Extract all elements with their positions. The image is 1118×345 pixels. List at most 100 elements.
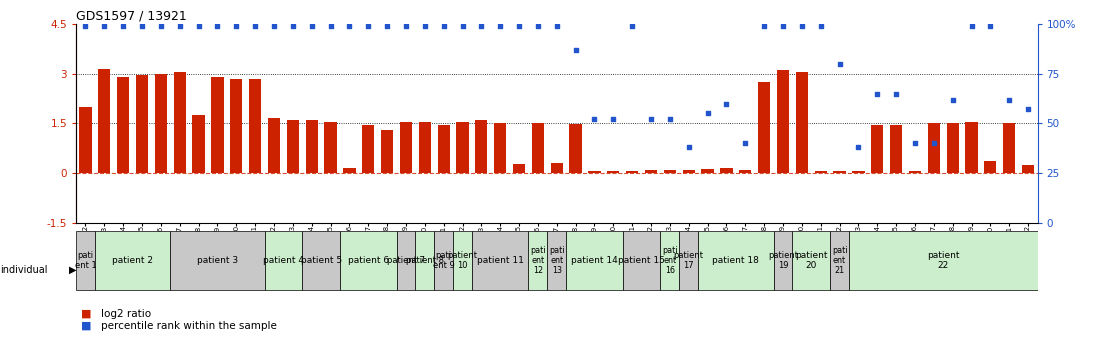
- FancyBboxPatch shape: [416, 231, 434, 290]
- Bar: [532, 124, 544, 173]
- Point: [831, 61, 849, 67]
- Point: [1001, 97, 1018, 102]
- FancyBboxPatch shape: [472, 231, 529, 290]
- Point: [133, 23, 151, 29]
- Point: [322, 23, 340, 29]
- Bar: [965, 122, 977, 173]
- Point: [944, 97, 961, 102]
- Text: patient 7: patient 7: [387, 256, 425, 265]
- Point: [623, 23, 641, 29]
- Point: [737, 140, 755, 146]
- Text: pati
ent 1: pati ent 1: [75, 251, 96, 270]
- Point: [473, 23, 491, 29]
- Bar: [984, 161, 996, 173]
- Point: [586, 117, 604, 122]
- Point: [284, 23, 302, 29]
- FancyBboxPatch shape: [623, 231, 661, 290]
- FancyBboxPatch shape: [793, 231, 831, 290]
- Point: [416, 23, 434, 29]
- Bar: [626, 171, 638, 173]
- Bar: [117, 77, 130, 173]
- Text: patient 18: patient 18: [712, 256, 759, 265]
- Point: [246, 23, 264, 29]
- Text: log2 ratio: log2 ratio: [101, 309, 151, 319]
- Point: [152, 23, 170, 29]
- Text: pati
ent
21: pati ent 21: [832, 246, 847, 275]
- FancyBboxPatch shape: [397, 231, 416, 290]
- Text: pati
ent
12: pati ent 12: [530, 246, 546, 275]
- Point: [605, 117, 623, 122]
- Bar: [268, 118, 281, 173]
- FancyBboxPatch shape: [76, 231, 95, 290]
- Bar: [437, 125, 449, 173]
- Point: [548, 23, 566, 29]
- Bar: [588, 171, 600, 173]
- Bar: [418, 122, 430, 173]
- Bar: [456, 122, 468, 173]
- Bar: [645, 170, 657, 173]
- Point: [378, 23, 396, 29]
- FancyBboxPatch shape: [453, 231, 472, 290]
- FancyBboxPatch shape: [340, 231, 397, 290]
- Point: [1020, 107, 1038, 112]
- Point: [95, 23, 113, 29]
- Point: [341, 23, 359, 29]
- Bar: [796, 72, 808, 173]
- Point: [76, 23, 94, 29]
- Point: [888, 91, 906, 96]
- Text: patient
22: patient 22: [927, 251, 959, 270]
- Point: [227, 23, 245, 29]
- Bar: [815, 171, 827, 173]
- Bar: [173, 72, 186, 173]
- Text: patient 15: patient 15: [618, 256, 665, 265]
- Point: [982, 23, 999, 29]
- Bar: [664, 170, 676, 173]
- Text: pati
ent
13: pati ent 13: [549, 246, 565, 275]
- Point: [265, 23, 283, 29]
- Bar: [249, 79, 262, 173]
- Point: [755, 23, 773, 29]
- Bar: [381, 130, 394, 173]
- Bar: [475, 120, 487, 173]
- Point: [793, 23, 811, 29]
- Point: [114, 23, 132, 29]
- Point: [190, 23, 208, 29]
- Point: [812, 23, 830, 29]
- Point: [491, 23, 509, 29]
- Text: patient 6: patient 6: [348, 256, 389, 265]
- FancyBboxPatch shape: [529, 231, 548, 290]
- FancyBboxPatch shape: [265, 231, 302, 290]
- Text: percentile rank within the sample: percentile rank within the sample: [101, 321, 276, 331]
- Bar: [758, 82, 770, 173]
- Bar: [230, 79, 243, 173]
- Bar: [777, 70, 789, 173]
- FancyBboxPatch shape: [302, 231, 340, 290]
- Text: patient 14: patient 14: [571, 256, 618, 265]
- FancyBboxPatch shape: [849, 231, 1038, 290]
- Bar: [362, 125, 375, 173]
- FancyBboxPatch shape: [831, 231, 849, 290]
- Text: patient 2: patient 2: [112, 256, 153, 265]
- Bar: [928, 124, 940, 173]
- Bar: [494, 124, 506, 173]
- Bar: [400, 122, 413, 173]
- Point: [963, 23, 980, 29]
- Text: patient 11: patient 11: [476, 256, 523, 265]
- Bar: [852, 171, 864, 173]
- Bar: [513, 164, 525, 173]
- Point: [435, 23, 453, 29]
- Bar: [1003, 124, 1015, 173]
- Bar: [1022, 165, 1034, 173]
- FancyBboxPatch shape: [698, 231, 774, 290]
- Text: individual: individual: [0, 265, 47, 275]
- Bar: [551, 163, 562, 173]
- Text: patient
20: patient 20: [795, 251, 827, 270]
- Bar: [79, 107, 92, 173]
- Point: [906, 140, 923, 146]
- FancyBboxPatch shape: [170, 231, 265, 290]
- Text: GDS1597 / 13921: GDS1597 / 13921: [76, 10, 187, 23]
- Point: [680, 144, 698, 150]
- Bar: [890, 125, 902, 173]
- Point: [529, 23, 547, 29]
- Bar: [909, 171, 921, 173]
